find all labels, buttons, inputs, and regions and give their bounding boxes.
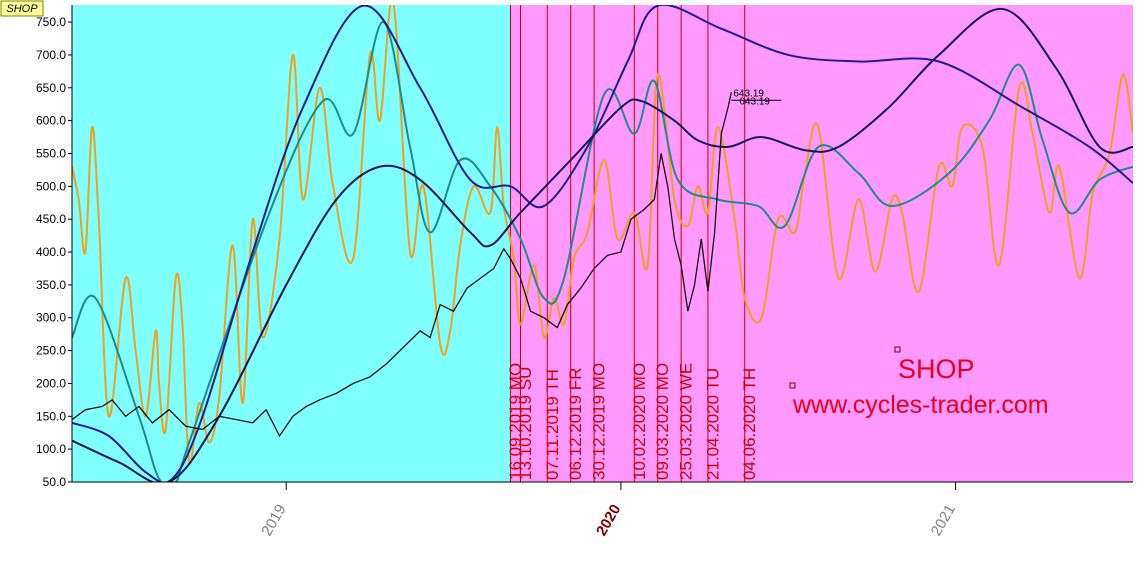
y-tick-label: 700.0 — [36, 48, 66, 62]
date-label: 13.10.2019 SU — [516, 367, 535, 480]
price-line — [72, 92, 732, 438]
date-label: 30.12.2019 MO — [590, 363, 609, 480]
date-label: 07.11.2019 TH — [543, 369, 562, 480]
y-tick-label: 450.0 — [36, 212, 66, 226]
price-label: 643.19 — [739, 96, 770, 107]
symbol-badge — [0, 0, 44, 17]
y-tick-label: 250.0 — [36, 344, 66, 358]
annotation-marker — [894, 346, 901, 353]
y-tick-label: 200.0 — [36, 376, 66, 390]
y-tick-label: 650.0 — [36, 81, 66, 95]
y-tick-label: 50.0 — [43, 475, 67, 489]
date-label: 06.12.2019 FR — [566, 368, 585, 480]
x-tick-label: 2019 — [258, 502, 289, 539]
date-label: 25.03.2020 WE — [677, 363, 696, 480]
cycle-line — [72, 7, 1133, 482]
date-label: 04.06.2020 TH — [740, 368, 759, 480]
date-label: 10.02.2020 MO — [630, 363, 649, 480]
cycle-line — [72, 21, 1133, 482]
date-label: 16.09.2019 MO — [506, 363, 525, 480]
y-tick-label: 750.0 — [36, 15, 66, 29]
date-label: 21.04.2020 TU — [703, 368, 722, 480]
cycle-line — [72, 5, 1133, 482]
website: www.cycles-trader.com — [792, 391, 1049, 419]
price-label: 643.19 — [733, 88, 764, 99]
y-tick-label: 350.0 — [36, 278, 66, 292]
y-tick-label: 550.0 — [36, 146, 66, 160]
y-tick-label: 600.0 — [36, 114, 66, 128]
symbol-label: SHOP — [6, 3, 38, 15]
y-tick-label: 500.0 — [36, 179, 66, 193]
annotation-marker — [789, 382, 796, 389]
plot-area — [72, 5, 1133, 482]
y-tick-label: 150.0 — [36, 409, 66, 423]
x-tick-label: 2021 — [928, 502, 959, 539]
y-tick-label: 300.0 — [36, 311, 66, 325]
date-label: 09.03.2020 MO — [653, 363, 672, 480]
x-tick-label: 2020 — [593, 502, 624, 539]
background-region — [72, 5, 511, 482]
y-tick-label: 400.0 — [36, 245, 66, 259]
cycle-line — [72, 5, 1133, 465]
y-tick-label: 100.0 — [36, 442, 66, 456]
annotation: SHOP — [898, 354, 975, 384]
